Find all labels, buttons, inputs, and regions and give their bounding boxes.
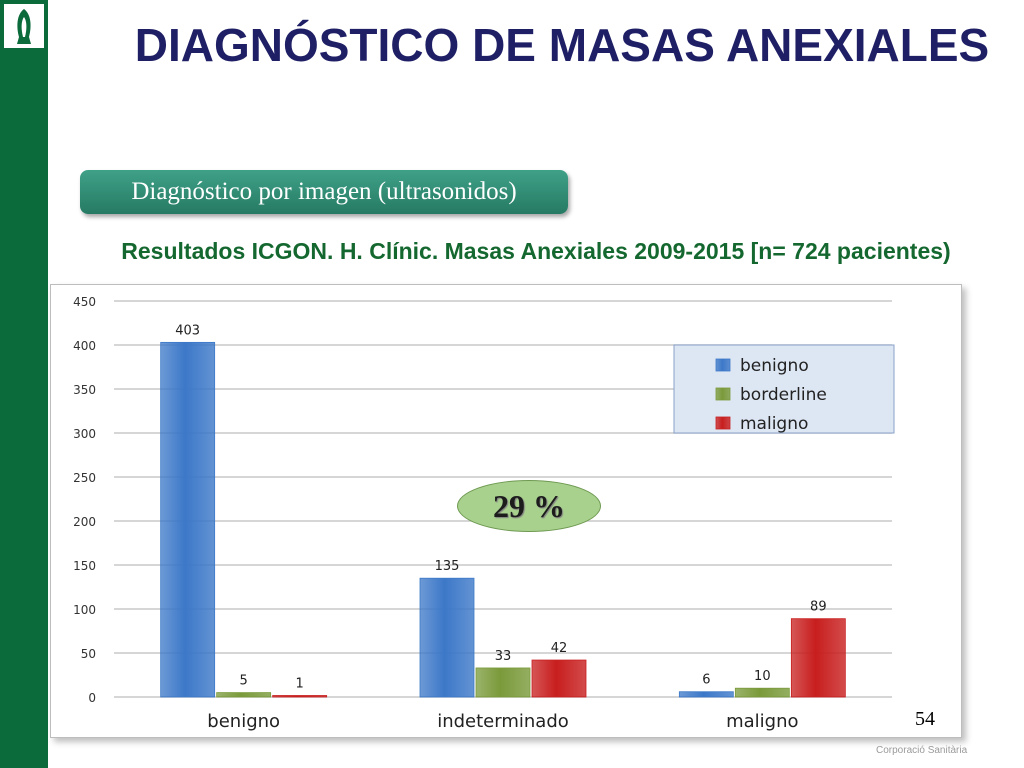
data-label: 135 xyxy=(435,559,460,574)
y-tick-label: 100 xyxy=(73,603,96,617)
bar xyxy=(160,341,216,698)
page-title: DIAGNÓSTICO DE MASAS ANEXIALES xyxy=(134,19,990,71)
bar xyxy=(790,618,846,698)
data-label: 10 xyxy=(754,669,771,684)
legend-swatch xyxy=(715,358,731,372)
legend-box xyxy=(673,344,895,434)
data-label: 403 xyxy=(175,323,200,338)
x-tick-label: indeterminado xyxy=(437,711,569,732)
bar xyxy=(475,667,531,698)
legend-label: benigno xyxy=(740,356,809,376)
y-tick-label: 400 xyxy=(73,339,96,353)
y-tick-label: 150 xyxy=(73,559,96,573)
bar xyxy=(734,687,790,698)
bar xyxy=(216,692,272,698)
y-tick-label: 300 xyxy=(73,427,96,441)
legend-swatch xyxy=(715,387,731,401)
bar xyxy=(272,695,328,698)
bar-chart: 0 50 100 150 200 250 300 350 400 450 403 5 1 benigno 1… xyxy=(73,295,895,732)
logo xyxy=(3,3,45,49)
y-tick-label: 450 xyxy=(73,295,96,309)
data-label: 42 xyxy=(551,641,568,656)
bar xyxy=(419,577,475,698)
y-tick-label: 0 xyxy=(88,691,96,705)
data-label: 33 xyxy=(495,649,512,664)
data-label: 6 xyxy=(702,673,710,688)
section-label: Diagnóstico por imagen (ultrasonidos) xyxy=(80,170,568,214)
y-tick-label: 250 xyxy=(73,471,96,485)
bar xyxy=(531,659,587,698)
data-label: 5 xyxy=(240,674,248,689)
footer-logo-text: Corporació Sanitària xyxy=(876,745,968,756)
y-tick-label: 200 xyxy=(73,515,96,529)
x-tick-label: benigno xyxy=(207,711,280,732)
data-label: 1 xyxy=(296,677,304,692)
chart-subtitle: Resultados ICGON. H. Clínic. Masas Anexi… xyxy=(121,238,951,264)
legend-label: maligno xyxy=(740,414,808,434)
legend-label: borderline xyxy=(740,385,827,405)
logo-icon xyxy=(17,9,31,44)
y-tick-label: 50 xyxy=(81,647,96,661)
legend-swatch xyxy=(715,416,731,430)
percentage-badge: 29 % xyxy=(457,480,601,532)
y-tick-label: 350 xyxy=(73,383,96,397)
bar xyxy=(678,691,734,698)
x-tick-label: maligno xyxy=(726,711,798,732)
left-brand-bar xyxy=(0,0,48,768)
page-number: 54 xyxy=(915,708,935,730)
data-label: 89 xyxy=(810,600,827,615)
